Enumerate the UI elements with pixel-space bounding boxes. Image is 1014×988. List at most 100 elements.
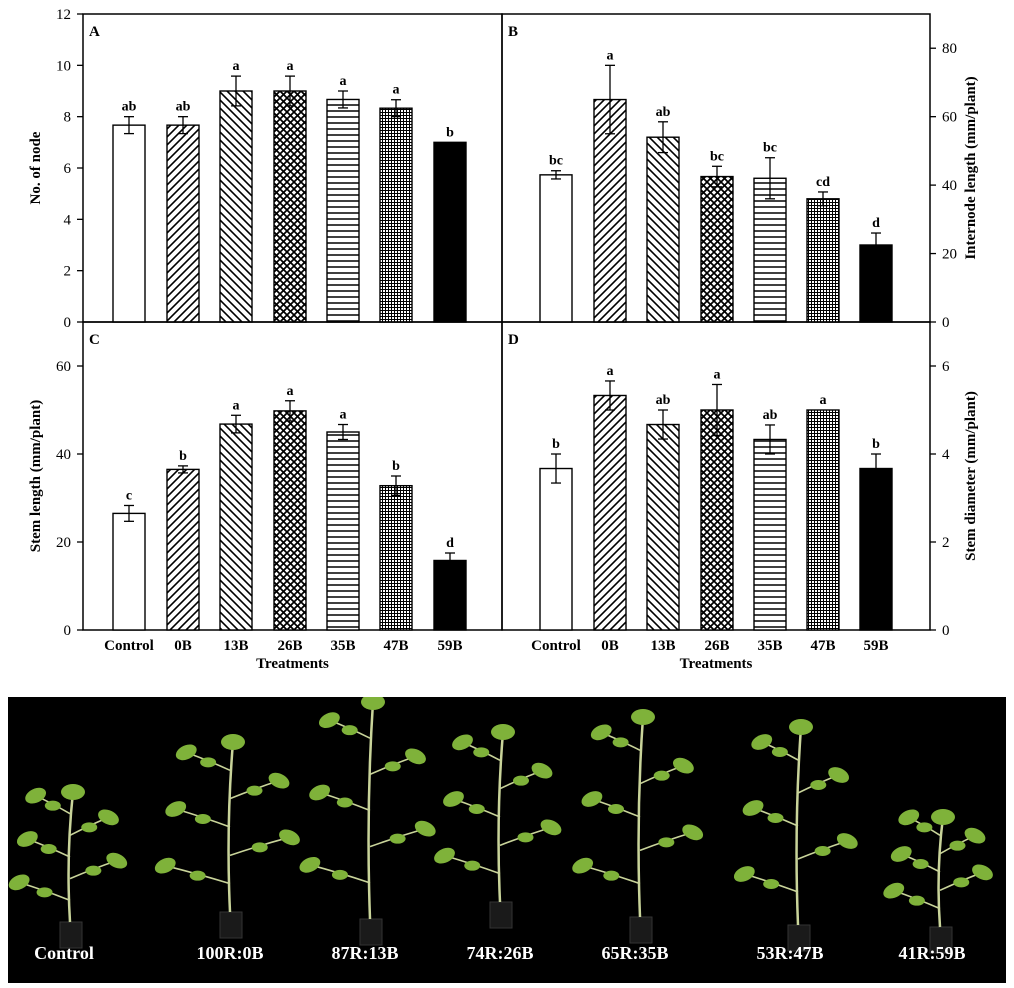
plant-leaf bbox=[246, 785, 263, 796]
y-tick-label: 2 bbox=[942, 535, 950, 551]
y-tick-label: 40 bbox=[942, 178, 957, 194]
plant-leaf bbox=[751, 734, 773, 750]
bar-59b bbox=[433, 141, 467, 323]
significance-letter: a bbox=[233, 59, 240, 74]
photo-label-control: Control bbox=[34, 943, 94, 963]
significance-letter: ab bbox=[763, 408, 778, 423]
plant-pot bbox=[787, 924, 811, 952]
plant-leaf bbox=[468, 804, 485, 814]
plant-leaf bbox=[189, 870, 206, 881]
y-axis-label: No. of node bbox=[28, 131, 44, 204]
plant-leaf-top bbox=[631, 709, 655, 725]
bar-0b bbox=[593, 98, 627, 323]
significance-letter: a bbox=[340, 408, 347, 423]
plant-leaf bbox=[279, 829, 300, 846]
plant-leaf bbox=[883, 882, 905, 899]
bar-59b bbox=[859, 244, 893, 323]
plant-leaf bbox=[828, 767, 849, 783]
plant-leaf bbox=[106, 852, 128, 869]
x-tick-label: 59B bbox=[437, 638, 462, 654]
x-tick-label: 47B bbox=[810, 638, 835, 654]
plant-pot bbox=[219, 911, 243, 939]
plant-leaf bbox=[916, 822, 933, 833]
plant-leaf bbox=[658, 837, 675, 848]
bar-35b bbox=[326, 98, 360, 323]
x-tick-label: 13B bbox=[223, 638, 248, 654]
plant-leaf bbox=[318, 712, 340, 729]
panel-c: C 0 20 40 60 Stem length (mm/plant) c Control b 0… bbox=[28, 321, 503, 672]
plant-leaf-top bbox=[61, 784, 85, 800]
significance-letter: ab bbox=[122, 100, 137, 115]
plant-leaf bbox=[972, 864, 993, 881]
bar-13b bbox=[219, 90, 253, 323]
significance-letter: b bbox=[179, 449, 187, 464]
plant-leaf bbox=[85, 865, 102, 876]
significance-letter: cd bbox=[816, 175, 830, 190]
significance-letter: a bbox=[607, 364, 614, 379]
plant-leaf bbox=[200, 757, 217, 768]
x-tick-label: Control bbox=[531, 638, 581, 654]
plant-leaf bbox=[299, 856, 321, 873]
y-tick-label: 40 bbox=[56, 447, 71, 463]
bar-47b bbox=[806, 198, 840, 323]
plant-leaf bbox=[531, 762, 553, 779]
plants-illustration bbox=[8, 694, 993, 954]
bar-26b bbox=[273, 410, 307, 631]
y-tick-label: 20 bbox=[56, 535, 71, 551]
photo-label-74r-26b: 74R:26B bbox=[466, 943, 534, 963]
bar-26b bbox=[700, 175, 734, 323]
plant-leaf bbox=[810, 780, 827, 790]
x-tick-label: 0B bbox=[174, 638, 192, 654]
plant-leaf bbox=[336, 797, 353, 808]
plant-leaf-top bbox=[931, 809, 955, 825]
significance-letter: bc bbox=[549, 154, 563, 169]
plant-leaf bbox=[464, 860, 481, 871]
plant-leaf bbox=[8, 874, 30, 891]
plant-leaf bbox=[814, 846, 831, 856]
plant-leaf bbox=[771, 747, 788, 757]
plant-pot bbox=[359, 918, 383, 946]
y-tick-label: 6 bbox=[942, 359, 950, 375]
y-axis-label: Stem length (mm/plant) bbox=[28, 400, 44, 553]
y-tick-label: 8 bbox=[64, 110, 72, 126]
bar-control bbox=[539, 467, 573, 631]
x-axis-label: Treatments bbox=[256, 656, 329, 672]
significance-letter: bc bbox=[763, 141, 777, 156]
significance-letter: a bbox=[340, 74, 347, 89]
plant-leaf bbox=[384, 761, 401, 772]
plant-leaf bbox=[331, 869, 348, 880]
bar-47b bbox=[806, 409, 840, 631]
plant-leaf bbox=[912, 859, 929, 869]
plant-leaf bbox=[742, 800, 764, 816]
plant-leaf bbox=[949, 840, 966, 851]
plant-leaf bbox=[590, 724, 612, 741]
bar-control bbox=[539, 174, 573, 323]
plant-leaf bbox=[673, 757, 694, 774]
bar-35b bbox=[326, 431, 360, 631]
significance-letter: a bbox=[233, 398, 240, 413]
plant-leaf-top bbox=[491, 724, 515, 740]
significance-letter: b bbox=[872, 437, 880, 452]
bar-59b bbox=[433, 559, 467, 631]
plant-leaf bbox=[16, 831, 38, 847]
bar-0b bbox=[593, 394, 627, 631]
plant-leaf bbox=[452, 734, 473, 751]
plant-leaf bbox=[443, 791, 464, 807]
y-tick-label: 12 bbox=[56, 7, 71, 23]
x-tick-label: 26B bbox=[277, 638, 302, 654]
significance-letter: a bbox=[393, 83, 400, 98]
plant-leaf bbox=[473, 747, 490, 758]
photo-label-100r-0b: 100R:0B bbox=[196, 943, 264, 963]
photo-label-65r-35b: 65R:35B bbox=[601, 943, 669, 963]
plant-leaf bbox=[434, 847, 455, 864]
x-tick-label: 26B bbox=[704, 638, 729, 654]
plant-leaf bbox=[964, 827, 986, 844]
plant-leaf bbox=[763, 879, 780, 889]
plant-leaf bbox=[36, 887, 53, 898]
panel-label: B bbox=[508, 24, 518, 40]
panel-d: D 0 2 4 6 Stem diameter (mm/plant) b Control a 0B… bbox=[501, 321, 979, 672]
plant-leaf bbox=[612, 737, 629, 748]
plant-leaf bbox=[572, 857, 594, 874]
